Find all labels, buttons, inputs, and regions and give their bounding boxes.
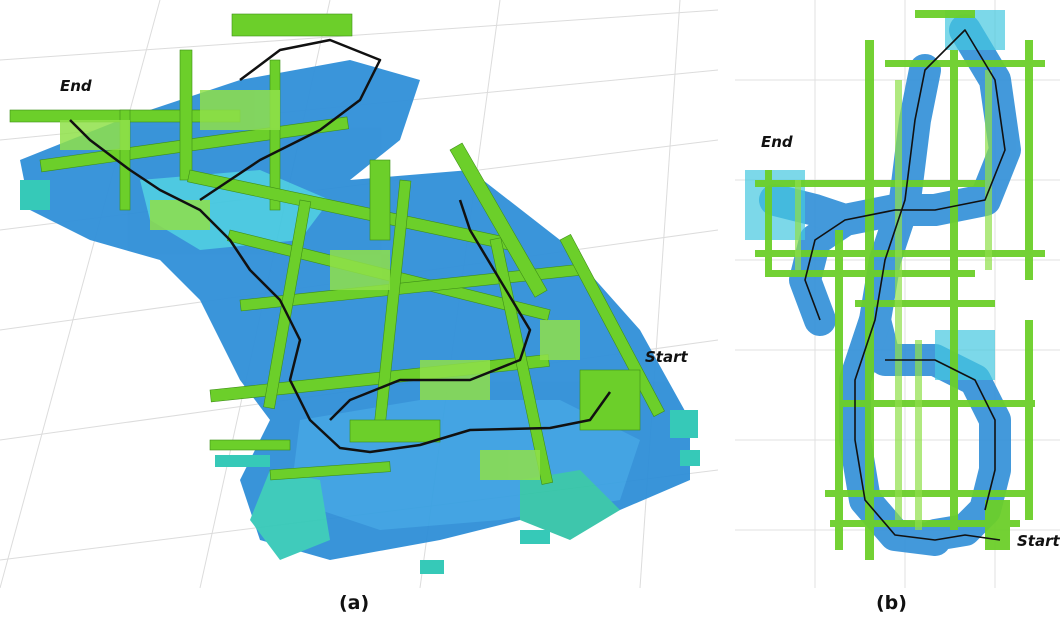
voxel-map-top-view: End Start	[735, 0, 1060, 588]
start-label: Start	[1017, 532, 1060, 550]
voxel-map-perspective-view: End Start	[0, 0, 718, 588]
panel-a-caption: (a)	[339, 592, 369, 614]
voxel-map-3d-render	[0, 0, 718, 588]
voxel-floor	[775, 30, 1005, 540]
end-label: End	[761, 133, 793, 151]
panel-b-caption: (b)	[876, 592, 907, 614]
voxel-map-top-render	[735, 0, 1060, 588]
end-label: End	[60, 77, 92, 95]
start-label: Start	[645, 348, 688, 366]
